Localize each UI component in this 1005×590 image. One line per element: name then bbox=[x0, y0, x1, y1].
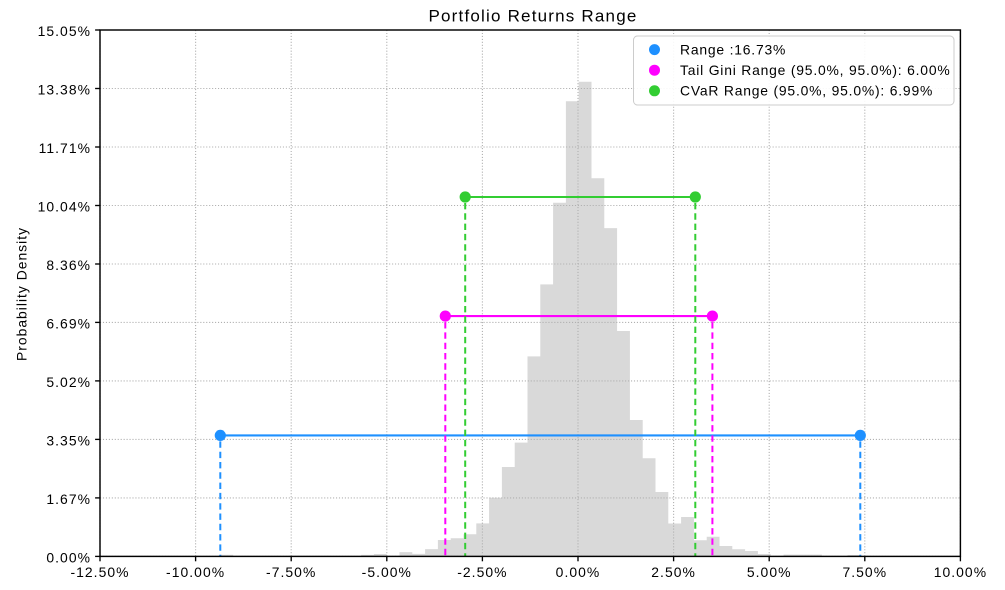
svg-text:0.00%: 0.00% bbox=[556, 564, 601, 580]
svg-text:Range :16.73%: Range :16.73% bbox=[680, 41, 786, 57]
svg-text:-7.50%: -7.50% bbox=[266, 564, 316, 580]
svg-text:Tail Gini Range (95.0%, 95.0%): Tail Gini Range (95.0%, 95.0%): 6.00% bbox=[680, 62, 951, 78]
svg-text:6.69%: 6.69% bbox=[46, 316, 91, 332]
svg-text:2.50%: 2.50% bbox=[651, 564, 696, 580]
svg-text:10.04%: 10.04% bbox=[38, 199, 91, 215]
svg-text:5.02%: 5.02% bbox=[46, 374, 91, 390]
svg-text:-10.00%: -10.00% bbox=[166, 564, 225, 580]
svg-text:-12.50%: -12.50% bbox=[70, 564, 129, 580]
svg-text:Probability Density: Probability Density bbox=[14, 227, 30, 361]
svg-text:-5.00%: -5.00% bbox=[362, 564, 412, 580]
svg-text:10.00%: 10.00% bbox=[934, 564, 987, 580]
svg-text:Portfolio Returns Range: Portfolio Returns Range bbox=[428, 7, 637, 26]
svg-text:1.67%: 1.67% bbox=[46, 491, 91, 507]
svg-text:0.00%: 0.00% bbox=[46, 550, 91, 566]
svg-text:3.35%: 3.35% bbox=[46, 433, 91, 449]
svg-text:15.05%: 15.05% bbox=[38, 23, 91, 39]
svg-text:7.50%: 7.50% bbox=[842, 564, 887, 580]
svg-text:-2.50%: -2.50% bbox=[457, 564, 507, 580]
svg-text:11.71%: 11.71% bbox=[39, 140, 91, 156]
svg-text:CVaR Range (95.0%, 95.0%): 6.9: CVaR Range (95.0%, 95.0%): 6.99% bbox=[680, 83, 933, 99]
svg-text:8.36%: 8.36% bbox=[46, 257, 91, 273]
svg-text:13.38%: 13.38% bbox=[38, 82, 91, 98]
svg-text:5.00%: 5.00% bbox=[747, 564, 792, 580]
